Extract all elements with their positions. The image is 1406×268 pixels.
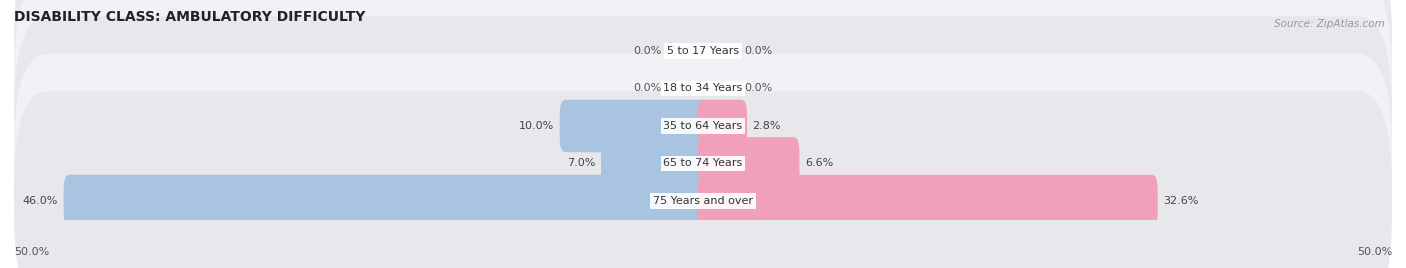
Text: 0.0%: 0.0% bbox=[744, 46, 772, 56]
Text: Source: ZipAtlas.com: Source: ZipAtlas.com bbox=[1274, 19, 1385, 29]
FancyBboxPatch shape bbox=[63, 175, 709, 227]
Text: DISABILITY CLASS: AMBULATORY DIFFICULTY: DISABILITY CLASS: AMBULATORY DIFFICULTY bbox=[14, 10, 366, 24]
Text: 0.0%: 0.0% bbox=[744, 83, 772, 94]
Text: 18 to 34 Years: 18 to 34 Years bbox=[664, 83, 742, 94]
Text: 10.0%: 10.0% bbox=[519, 121, 554, 131]
Text: 5 to 17 Years: 5 to 17 Years bbox=[666, 46, 740, 56]
FancyBboxPatch shape bbox=[600, 137, 709, 190]
FancyBboxPatch shape bbox=[697, 175, 1157, 227]
Text: 35 to 64 Years: 35 to 64 Years bbox=[664, 121, 742, 131]
Text: 0.0%: 0.0% bbox=[634, 83, 662, 94]
FancyBboxPatch shape bbox=[697, 137, 800, 190]
Text: 2.8%: 2.8% bbox=[752, 121, 782, 131]
Text: 32.6%: 32.6% bbox=[1163, 196, 1198, 206]
Text: 65 to 74 Years: 65 to 74 Years bbox=[664, 158, 742, 169]
FancyBboxPatch shape bbox=[560, 100, 709, 152]
Text: 50.0%: 50.0% bbox=[14, 247, 49, 257]
Text: 7.0%: 7.0% bbox=[567, 158, 596, 169]
Text: 46.0%: 46.0% bbox=[22, 196, 58, 206]
FancyBboxPatch shape bbox=[14, 54, 1392, 268]
Text: 75 Years and over: 75 Years and over bbox=[652, 196, 754, 206]
FancyBboxPatch shape bbox=[14, 16, 1392, 236]
Text: 50.0%: 50.0% bbox=[1357, 247, 1392, 257]
FancyBboxPatch shape bbox=[14, 0, 1392, 161]
Text: 6.6%: 6.6% bbox=[806, 158, 834, 169]
FancyBboxPatch shape bbox=[14, 91, 1392, 268]
FancyBboxPatch shape bbox=[697, 100, 747, 152]
Text: 0.0%: 0.0% bbox=[634, 46, 662, 56]
FancyBboxPatch shape bbox=[14, 0, 1392, 198]
